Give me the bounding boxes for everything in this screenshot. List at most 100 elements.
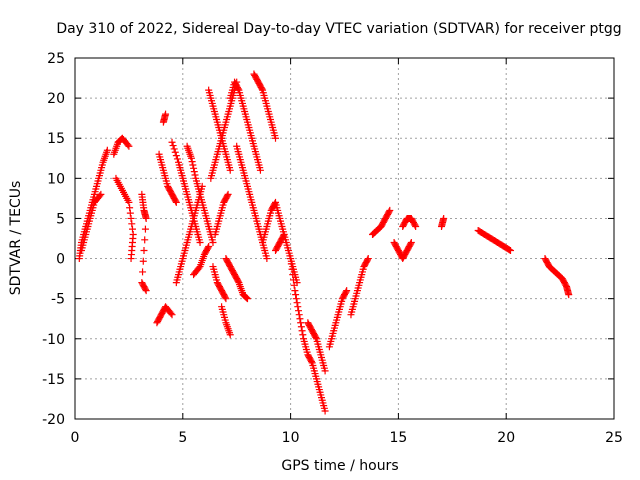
series-arc30	[399, 214, 420, 230]
series-arc17	[218, 303, 234, 339]
series-arc18	[222, 255, 251, 303]
data-point-marker	[124, 141, 132, 149]
y-tick-label: 15	[47, 131, 65, 147]
data-point-marker	[343, 287, 351, 295]
data-point-marker	[162, 110, 170, 118]
series-arc4	[112, 174, 137, 263]
series-arc24	[287, 255, 329, 415]
data-point-marker	[279, 232, 287, 240]
data-point-marker	[321, 407, 329, 415]
data-point-marker	[128, 225, 136, 233]
series-arc32	[474, 226, 515, 255]
data-point-marker	[307, 358, 315, 366]
data-point-marker	[168, 138, 176, 146]
y-axis-ticks: -20 -15 -10 -5 0 5 10 15 20 25	[42, 51, 614, 428]
data-point-marker	[224, 190, 232, 198]
series-arc14	[207, 78, 241, 182]
data-point-marker	[258, 85, 266, 93]
data-point-marker	[290, 281, 298, 289]
data-point-marker	[205, 243, 213, 251]
series-arc12	[190, 243, 213, 279]
data-point-marker	[139, 257, 147, 265]
data-point-marker	[172, 152, 180, 160]
data-point-marker	[141, 236, 149, 244]
data-point-marker	[141, 285, 149, 293]
data-point-marker	[168, 311, 176, 319]
data-point-marker	[289, 276, 297, 284]
data-point-marker	[142, 287, 150, 295]
data-point-marker	[172, 197, 180, 205]
data-point-marker	[126, 209, 134, 217]
data-point-marker	[243, 294, 251, 302]
data-point-marker	[187, 154, 195, 162]
y-tick-label: -10	[42, 332, 65, 348]
data-point-marker	[289, 271, 297, 279]
data-point-marker	[128, 220, 136, 228]
series-arc31	[438, 214, 448, 230]
y-tick-label: -20	[42, 412, 65, 428]
series-arc22	[259, 198, 288, 247]
series-arc3	[110, 134, 133, 158]
data-point-marker	[125, 142, 133, 150]
series-arc33	[541, 255, 573, 299]
y-axis-label: SDTVAR / TECUs	[8, 181, 24, 296]
data-point-marker	[297, 323, 305, 331]
series-arc9	[168, 138, 204, 247]
data-point-marker	[222, 295, 230, 303]
data-point-marker	[295, 311, 303, 319]
data-point-marker	[296, 315, 304, 323]
x-tick-label: 5	[178, 430, 187, 446]
data-point-marker	[127, 214, 135, 222]
data-point-marker	[191, 171, 199, 179]
series-arc13	[205, 86, 234, 174]
data-point-marker	[272, 134, 280, 142]
data-point-marker	[364, 255, 372, 263]
x-tick-label: 0	[71, 430, 80, 446]
data-point-marker	[223, 192, 231, 200]
series-arc5	[138, 190, 150, 295]
data-point-marker	[196, 239, 204, 247]
data-point-marker	[126, 204, 134, 212]
data-point-marker	[209, 239, 217, 247]
data-point-marker	[189, 161, 197, 169]
data-point-marker	[172, 198, 180, 206]
y-tick-label: 0	[56, 252, 65, 268]
y-tick-label: 25	[47, 51, 65, 67]
data-point-marker	[440, 214, 448, 222]
series-arc27	[347, 255, 372, 319]
data-point-marker	[294, 303, 302, 311]
y-tick-label: 10	[47, 171, 65, 187]
y-tick-label: 20	[47, 91, 65, 107]
series-arc28	[369, 206, 394, 238]
data-point-marker	[188, 158, 196, 166]
data-point-marker	[190, 168, 198, 176]
data-point-marker	[256, 166, 264, 174]
data-point-marker	[139, 268, 147, 276]
plot-frame	[74, 57, 615, 420]
x-tick-label: 25	[605, 430, 623, 446]
x-axis-label: GPS time / hours	[281, 458, 398, 474]
data-point-marker	[293, 299, 301, 307]
data-point-marker	[407, 239, 415, 247]
data-point-marker	[287, 255, 295, 263]
grid-lines	[75, 58, 614, 419]
data-point-marker	[412, 222, 420, 230]
data-point-marker	[411, 221, 419, 229]
data-point-marker	[234, 85, 242, 93]
x-axis-ticks: 0 5 10 15 20 25	[71, 58, 623, 446]
data-point-marker	[190, 164, 198, 172]
data-point-marker	[263, 255, 271, 263]
series-arc16	[211, 190, 232, 238]
data-point-marker	[167, 309, 175, 317]
series-arc8	[159, 110, 170, 126]
data-point-marker	[271, 200, 279, 208]
series-arc6	[153, 303, 176, 327]
data-point-marker	[505, 246, 513, 254]
series-arc11	[183, 142, 217, 247]
data-point-marker	[140, 247, 148, 255]
data-point-marker	[321, 367, 329, 375]
series-arc15	[209, 263, 230, 303]
data-point-marker	[169, 142, 177, 150]
data-point-marker	[226, 166, 234, 174]
